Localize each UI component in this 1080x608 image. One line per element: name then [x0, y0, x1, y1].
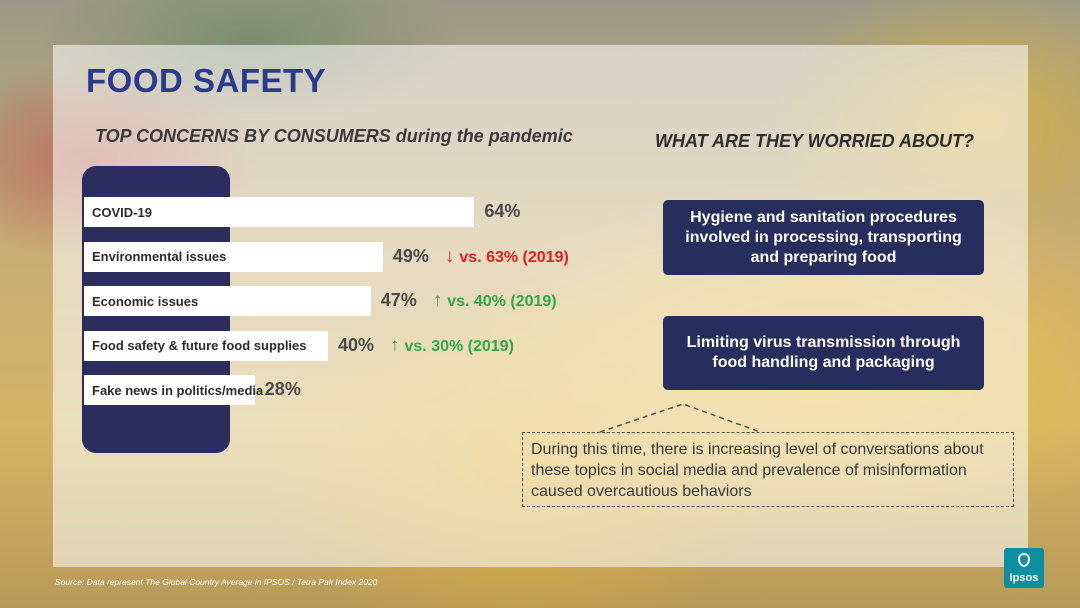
- worry-box-virus-transmission: Limiting virus transmission through food…: [663, 316, 984, 390]
- comparison-2019-1: ↓ vs. 63% (2019): [445, 246, 569, 268]
- insight-note: During this time, there is increasing le…: [522, 432, 1014, 507]
- worry-box-hygiene: Hygiene and sanitation procedures involv…: [663, 200, 984, 275]
- worries-heading: WHAT ARE THEY WORRIED ABOUT?: [655, 131, 974, 151]
- ipsos-logo-text: Ipsos: [1009, 572, 1039, 584]
- bar-value-label-2: 47%: [380, 290, 417, 310]
- chart-subtitle-emphasis: TOP CONCERNS BY CONSUMERS: [95, 126, 391, 146]
- comparison-text: vs. 30% (2019): [404, 337, 514, 355]
- arrow-up-icon: ↑: [390, 334, 400, 356]
- source-footnote: Source: Data represent The Global Countr…: [55, 577, 378, 587]
- bar-0: COVID-19: [84, 197, 475, 227]
- ipsos-logo-icon: [1018, 553, 1030, 567]
- comparison-2019-3: ↑ vs. 30% (2019): [390, 335, 514, 357]
- bar-2: Economic issues: [84, 286, 371, 316]
- bar-3: Food safety & future food supplies: [84, 330, 328, 361]
- comparison-text: vs. 63% (2019): [459, 248, 569, 266]
- chart-subtitle-rest: during the pandemic: [395, 126, 573, 146]
- bar-1: Environmental issues: [84, 241, 383, 272]
- bar-4: Fake news in politics/media: [84, 375, 263, 405]
- page-title: FOOD SAFETY: [86, 62, 327, 99]
- arrow-up-icon: ↑: [432, 290, 443, 311]
- bar-value-label-1: 49%: [392, 245, 429, 266]
- ipsos-logo: Ipsos: [1004, 548, 1044, 588]
- chart-subtitle: TOP CONCERNS BY CONSUMERS during the pan…: [95, 126, 573, 147]
- callout-pointer: [599, 403, 761, 433]
- comparison-text: vs. 40% (2019): [447, 293, 557, 310]
- comparison-2019-2: ↑ vs. 40% (2019): [433, 290, 557, 312]
- arrow-down-icon: ↓: [444, 245, 455, 267]
- bar-value-label-4: 28%: [264, 379, 301, 399]
- bar-value-label-3: 40%: [338, 334, 375, 355]
- bar-value-label-0: 64%: [484, 201, 521, 221]
